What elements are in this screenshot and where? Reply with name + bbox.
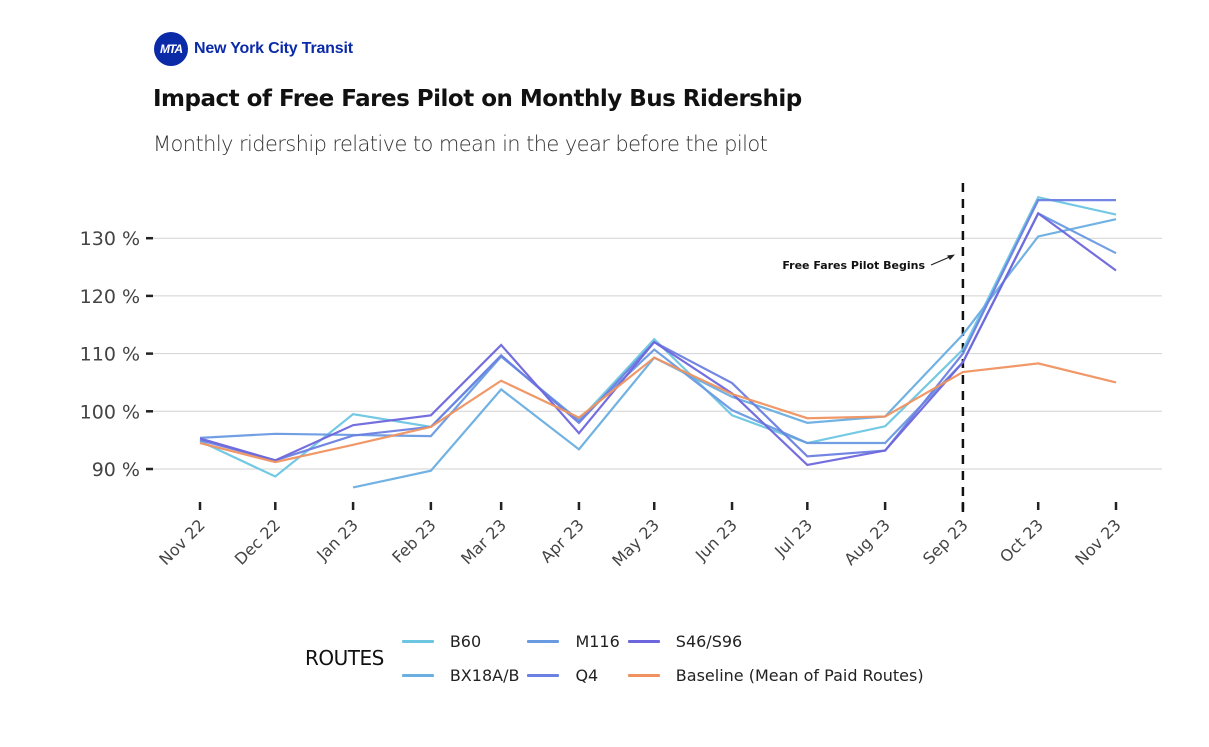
series-line bbox=[199, 211, 1117, 467]
legend-swatch-icon bbox=[627, 639, 660, 643]
series-s46-s96 bbox=[199, 211, 1117, 467]
y-axis: 90 % 100 % 110 % 120 % 130 % bbox=[80, 228, 153, 481]
legend-label: BX18A/B bbox=[449, 665, 520, 685]
legend-label: S46/S96 bbox=[675, 631, 743, 651]
legend-item: S46/S96 bbox=[627, 624, 924, 658]
x-tick-label: May 23 bbox=[608, 515, 663, 570]
legend: ROUTES B60 BX18A/B M116 Q4 S46/S96 Baseline (… bbox=[305, 624, 924, 692]
x-tick-label: Jun 23 bbox=[691, 515, 741, 565]
legend-swatch-icon bbox=[527, 673, 560, 677]
x-tick-label: Nov 23 bbox=[1071, 515, 1125, 569]
x-tick-label: Dec 22 bbox=[231, 515, 284, 568]
series-b60 bbox=[199, 195, 1117, 478]
x-tick-label: Oct 23 bbox=[996, 515, 1047, 566]
x-tick-label: Mar 23 bbox=[457, 515, 510, 568]
legend-item: BX18A/B bbox=[401, 658, 520, 692]
annotation-text: Free Fares Pilot Begins bbox=[782, 259, 925, 272]
x-tick-label: Jul 23 bbox=[770, 515, 816, 561]
series-line bbox=[199, 195, 1117, 478]
chart-subtitle: Monthly ridership relative to mean in th… bbox=[153, 132, 768, 156]
series-m116 bbox=[199, 211, 1117, 445]
series-lines bbox=[199, 195, 1117, 489]
x-tick-label: Apr 23 bbox=[537, 515, 588, 566]
series-baseline-mean-of-paid-routes bbox=[199, 356, 1117, 464]
y-tick-label: 120 % bbox=[80, 286, 140, 308]
brand-name: New York City Transit bbox=[194, 40, 353, 57]
legend-label: Q4 bbox=[575, 665, 599, 685]
legend-item: M116 bbox=[527, 624, 620, 658]
x-tick-label: Feb 23 bbox=[388, 515, 439, 566]
legend-label: Baseline (Mean of Paid Routes) bbox=[675, 665, 924, 685]
legend-title: ROUTES bbox=[305, 646, 384, 670]
y-tick-label: 110 % bbox=[80, 344, 140, 366]
x-tick-label: Sep 23 bbox=[919, 515, 972, 568]
legend-swatch-icon bbox=[401, 673, 434, 677]
y-tick-label: 130 % bbox=[80, 228, 140, 250]
x-tick-label: Nov 22 bbox=[155, 515, 209, 569]
series-line bbox=[199, 356, 1117, 464]
x-tick-label: Jan 23 bbox=[312, 515, 362, 565]
legend-label: B60 bbox=[449, 631, 482, 651]
series-line bbox=[199, 211, 1117, 445]
mta-logo-icon: MTA bbox=[154, 32, 188, 66]
legend-swatch-icon bbox=[527, 639, 560, 643]
legend-item: Baseline (Mean of Paid Routes) bbox=[627, 658, 924, 692]
x-axis: Nov 22 Dec 22 Jan 23 Feb 23 Mar 23 Apr 23 May … bbox=[155, 502, 1125, 570]
legend-items: B60 BX18A/B M116 Q4 S46/S96 Baseline (Mean of… bbox=[401, 624, 924, 692]
legend-swatch-icon bbox=[627, 673, 660, 677]
annotation-arrow-head-icon bbox=[947, 254, 955, 260]
legend-item: Q4 bbox=[527, 658, 619, 692]
y-tick-label: 90 % bbox=[92, 459, 140, 481]
legend-label: M116 bbox=[575, 631, 620, 651]
x-tick-label: Aug 23 bbox=[840, 515, 894, 569]
legend-swatch-icon bbox=[401, 639, 434, 643]
chart-title: Impact of Free Fares Pilot on Monthly Bu… bbox=[153, 86, 802, 112]
legend-item: B60 bbox=[401, 624, 520, 658]
annotation: Free Fares Pilot Begins bbox=[782, 254, 955, 272]
brand-header: MTA New York City Transit bbox=[154, 32, 353, 66]
y-tick-label: 100 % bbox=[80, 401, 140, 423]
